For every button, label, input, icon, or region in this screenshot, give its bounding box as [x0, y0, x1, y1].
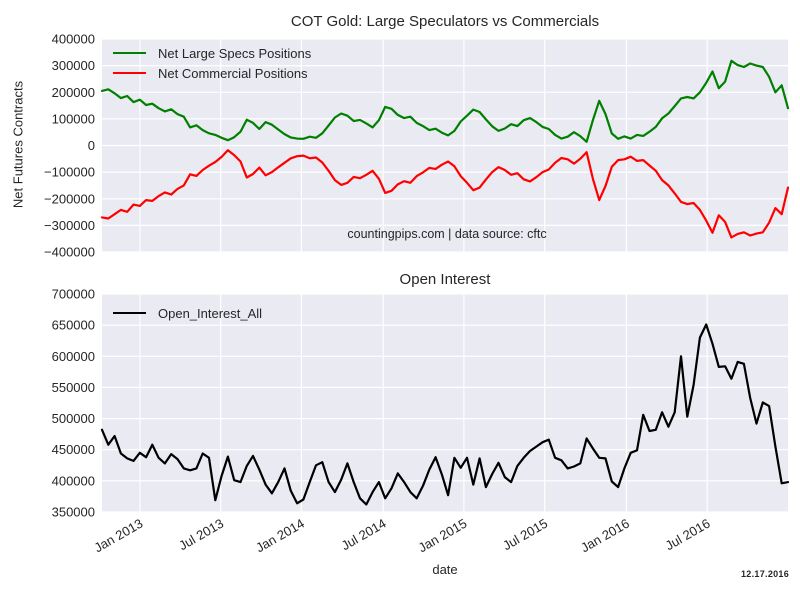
x-axis-label: date [432, 562, 458, 577]
y-tick-label: 450000 [52, 442, 95, 457]
y-tick-label: 350000 [52, 505, 95, 520]
y-tick-label: −300000 [44, 218, 95, 233]
y-tick-label: 400000 [52, 32, 95, 47]
y-tick-label: 0 [88, 138, 95, 153]
x-tick-label: Jan 2013 [92, 516, 146, 556]
y-tick-label: 300000 [52, 58, 95, 73]
top-chart-title: COT Gold: Large Speculators vs Commercia… [290, 13, 600, 30]
plot-area-1 [102, 294, 788, 512]
x-tick-label: Jul 2013 [176, 516, 226, 554]
y-tick-label: 100000 [52, 111, 95, 126]
y-tick-label: 700000 [52, 287, 95, 302]
x-tick-label: Jul 2016 [663, 516, 713, 554]
series-line-net-large-specs-positions [100, 59, 790, 143]
y-tick-label: 200000 [52, 85, 95, 100]
y-tick-label: −200000 [44, 191, 95, 206]
series-line-open-interest-all [100, 323, 790, 506]
y-tick-label: 550000 [52, 380, 95, 395]
series-line-net-commercial-positions [100, 149, 790, 239]
x-tick-label: Jan 2016 [578, 516, 632, 556]
legend-line-sample-black [113, 312, 146, 314]
y-tick-label: −400000 [44, 245, 95, 260]
legend-line-sample-red [113, 72, 146, 74]
source-annotation: countingpips.com | data source: cftc [347, 227, 547, 241]
bottom-chart-title: Open Interest [399, 271, 491, 288]
x-tick-label: Jul 2014 [339, 516, 389, 554]
x-tick-label: Jan 2015 [416, 516, 470, 556]
datestamp: 12.17.2016 [741, 569, 790, 579]
legend-label-commercials: Net Commercial Positions [158, 65, 308, 81]
y-tick-label: 400000 [52, 473, 95, 488]
y-axis-label: Net Futures Contracts [10, 80, 26, 209]
legend-label-large-specs: Net Large Specs Positions [158, 45, 312, 61]
legend-item-large-specs: Net Large Specs Positions [113, 43, 311, 63]
legend-item-open-interest: Open_Interest_All [113, 303, 262, 323]
y-tick-label: 650000 [52, 318, 95, 333]
x-tick-label: Jan 2014 [253, 516, 307, 556]
y-tick-label: −100000 [44, 165, 95, 180]
legend-item-commercials: Net Commercial Positions [113, 63, 308, 83]
legend-label-open-interest: Open_Interest_All [158, 305, 263, 321]
x-tick-label: Jul 2015 [500, 516, 550, 554]
y-tick-label: 500000 [52, 411, 95, 426]
y-tick-label: 600000 [52, 349, 95, 364]
legend-line-sample-green [113, 52, 146, 54]
